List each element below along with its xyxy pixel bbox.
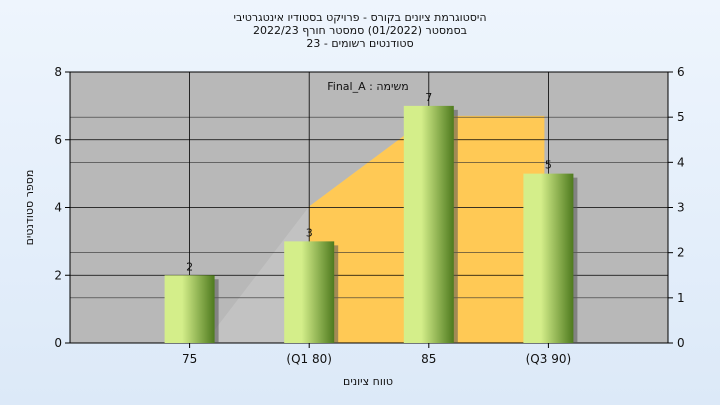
- bar: [284, 241, 335, 343]
- bar: [403, 105, 454, 343]
- y2-tick-label: 2: [677, 246, 685, 260]
- bar: [164, 275, 215, 343]
- y-tick-label: 6: [54, 133, 62, 147]
- data-label: 5: [545, 159, 552, 172]
- y2-tick-label: 1: [677, 291, 685, 305]
- x-axis-title: טווח ציונים: [343, 375, 393, 388]
- y-tick-label: 0: [54, 336, 62, 350]
- data-label: 7: [425, 91, 432, 104]
- y-tick-label: 2: [54, 268, 62, 282]
- x-tick-label: (Q3 90): [526, 352, 572, 366]
- y-tick-label: 4: [54, 201, 62, 215]
- y2-tick-label: 4: [677, 155, 685, 169]
- y-axis-title: מספר סטודנטים: [23, 170, 36, 246]
- task-annotation: משימה : Final_A: [327, 80, 408, 93]
- y2-tick-label: 5: [677, 110, 685, 124]
- y-tick-label: 8: [54, 65, 62, 79]
- chart-title-line-3: סטודנטים רשומים - 23: [306, 37, 414, 50]
- y2-tick-label: 0: [677, 336, 685, 350]
- y2-tick-label: 3: [677, 201, 685, 215]
- data-label: 3: [306, 226, 313, 239]
- x-tick-label: 75: [182, 352, 197, 366]
- x-tick-label: (Q1 80): [286, 352, 332, 366]
- bar: [523, 173, 574, 343]
- chart-title-line-1: היסטוגרמת ציונים בקורס - פרויקט בסטודיו …: [233, 11, 487, 24]
- chart-title-line-2: בסמסטר (01/2022) סמסטר חורף 2022/23: [253, 24, 467, 37]
- data-label: 2: [186, 260, 193, 273]
- y2-tick-label: 6: [677, 65, 685, 79]
- x-tick-label: 85: [421, 352, 436, 366]
